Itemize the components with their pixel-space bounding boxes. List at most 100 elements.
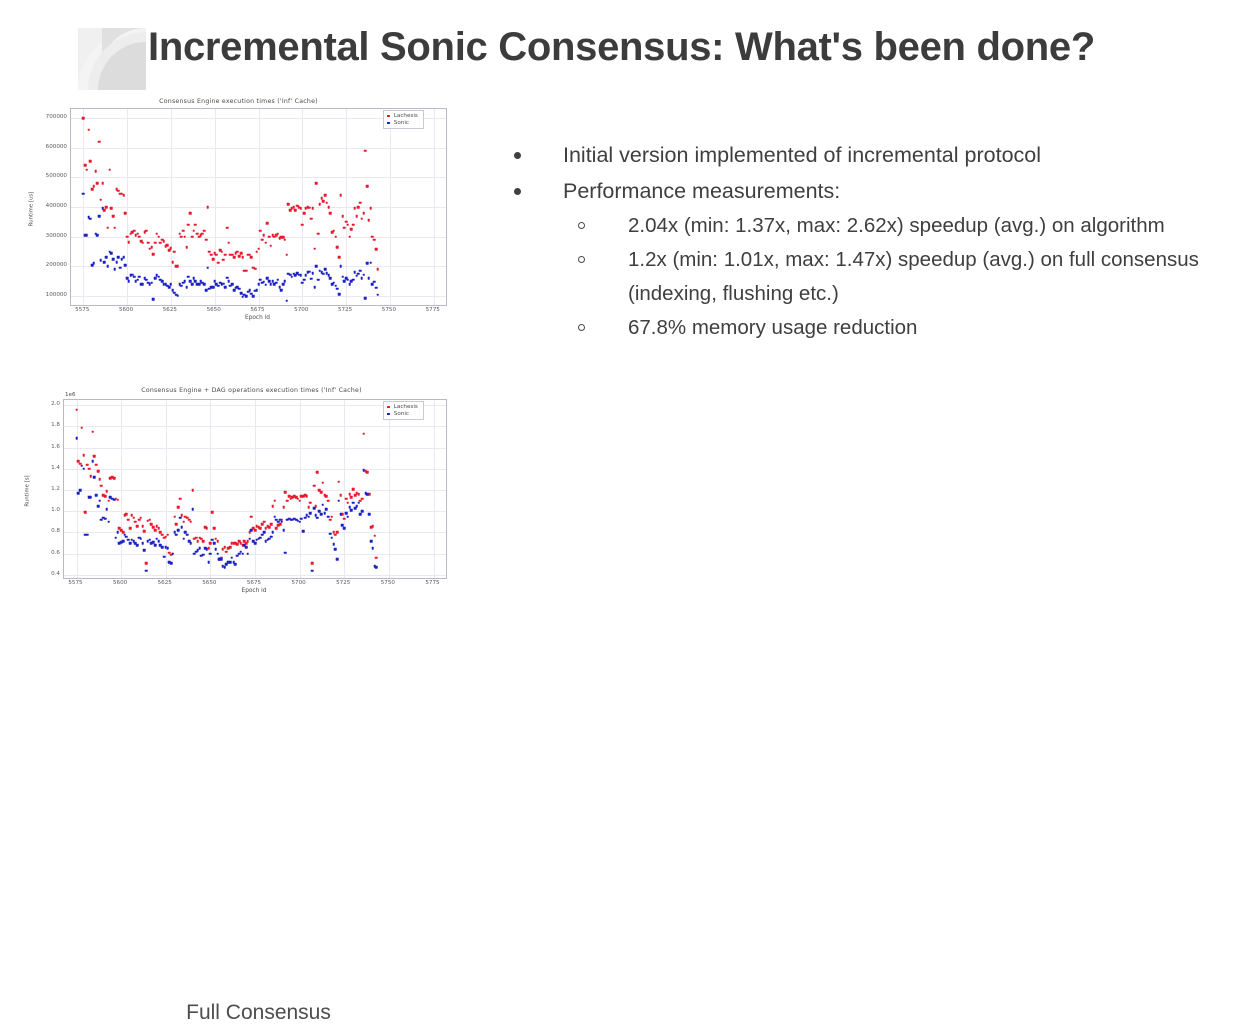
data-point-sonic — [141, 541, 144, 545]
data-point-sonic — [207, 560, 210, 564]
data-point-sonic — [211, 285, 215, 289]
data-point-lachesis — [223, 253, 227, 256]
data-point-sonic — [350, 508, 353, 512]
data-point-sonic — [291, 518, 294, 522]
data-point-lachesis — [276, 232, 280, 236]
gridline-horizontal — [64, 405, 446, 407]
data-point-sonic — [109, 496, 112, 499]
data-point-lachesis — [109, 477, 112, 480]
data-point-sonic — [185, 533, 189, 536]
data-point-sonic — [253, 289, 257, 293]
data-point-sonic — [103, 517, 107, 520]
chart-1-legend: Lachesis Sonic — [383, 110, 424, 129]
data-point-sonic — [241, 552, 244, 555]
y-axis-tick-label: 0.6 — [51, 549, 60, 556]
data-point-sonic — [323, 268, 327, 271]
data-point-lachesis — [134, 233, 138, 237]
data-point-sonic — [113, 268, 117, 271]
data-point-lachesis — [143, 530, 146, 533]
data-point-lachesis — [220, 250, 223, 253]
logo-svg — [78, 28, 146, 90]
data-point-lachesis — [198, 536, 201, 540]
data-point-lachesis — [286, 202, 290, 206]
x-axis-tick-label: 5575 — [68, 580, 83, 586]
data-point-sonic — [95, 233, 99, 237]
data-point-sonic — [279, 288, 283, 292]
data-point-lachesis — [241, 543, 244, 547]
sub-bullet-item-1: 2.04x (min: 1.37x, max: 2.62x) speedup (… — [505, 209, 1250, 243]
data-point-sonic — [304, 274, 308, 277]
data-point-sonic — [287, 517, 291, 520]
data-point-sonic — [244, 294, 248, 298]
data-point-lachesis — [350, 496, 353, 499]
data-point-lachesis — [209, 541, 212, 545]
data-point-lachesis — [187, 223, 190, 227]
data-point-sonic — [195, 282, 199, 286]
y-axis-tick-label: 100000 — [45, 292, 67, 299]
data-point-sonic — [139, 537, 143, 541]
data-point-lachesis — [325, 495, 328, 498]
data-point-sonic — [288, 273, 292, 276]
x-axis-tick-label: 5600 — [112, 580, 128, 586]
data-point-lachesis — [167, 248, 171, 252]
data-point-sonic — [276, 520, 280, 524]
x-axis-tick-label: 5750 — [381, 307, 397, 313]
gridline-horizontal — [71, 177, 446, 179]
data-point-sonic — [93, 476, 96, 479]
data-point-sonic — [289, 518, 292, 522]
data-point-sonic — [328, 532, 332, 535]
data-point-lachesis — [123, 514, 126, 517]
data-point-sonic — [374, 286, 378, 290]
data-point-sonic — [141, 282, 145, 286]
data-point-sonic — [176, 294, 180, 297]
data-point-sonic — [160, 545, 164, 549]
data-point-sonic — [262, 280, 266, 284]
data-point-sonic — [295, 271, 299, 275]
data-point-sonic — [339, 265, 343, 268]
data-point-lachesis — [299, 207, 302, 210]
data-point-lachesis — [362, 211, 365, 215]
data-point-lachesis — [180, 235, 183, 238]
data-point-sonic — [194, 279, 197, 283]
data-point-lachesis — [260, 522, 264, 526]
data-point-sonic — [139, 282, 143, 286]
data-point-lachesis — [307, 505, 310, 509]
legend-label-lachesis: Lachesis — [393, 404, 418, 410]
data-point-sonic — [353, 271, 357, 274]
data-point-sonic — [128, 541, 132, 545]
data-point-sonic — [278, 285, 281, 289]
data-point-sonic — [187, 275, 190, 279]
data-point-sonic — [283, 279, 287, 283]
x-axis-tick-label: 5625 — [162, 307, 177, 313]
data-point-sonic — [316, 278, 320, 282]
data-point-sonic — [278, 518, 282, 522]
data-point-sonic — [183, 279, 187, 283]
bullet-disc-icon — [514, 152, 521, 159]
y-axis-tick-label: 700000 — [45, 113, 67, 120]
data-point-lachesis — [151, 525, 155, 529]
data-point-lachesis — [222, 258, 225, 262]
data-point-sonic — [150, 541, 153, 545]
data-point-lachesis — [350, 227, 353, 231]
data-point-lachesis — [191, 488, 194, 492]
data-point-lachesis — [327, 205, 330, 209]
data-point-sonic — [335, 557, 339, 561]
data-point-sonic — [191, 507, 194, 511]
x-axis-tick-label: 5625 — [157, 580, 172, 586]
data-point-sonic — [169, 561, 173, 565]
data-point-sonic — [310, 569, 314, 572]
data-point-lachesis — [291, 496, 294, 499]
data-point-sonic — [253, 541, 257, 545]
data-point-sonic — [267, 279, 271, 283]
data-point-sonic — [236, 285, 239, 289]
data-point-lachesis — [232, 541, 235, 545]
data-point-sonic — [317, 509, 321, 513]
data-point-lachesis — [310, 561, 314, 565]
data-point-sonic — [82, 467, 85, 471]
data-point-sonic — [314, 514, 317, 517]
data-point-sonic — [134, 279, 138, 283]
data-point-lachesis — [274, 233, 278, 237]
legend-swatch-sonic — [387, 412, 390, 416]
data-point-sonic — [351, 278, 355, 282]
data-point-lachesis — [251, 526, 255, 530]
